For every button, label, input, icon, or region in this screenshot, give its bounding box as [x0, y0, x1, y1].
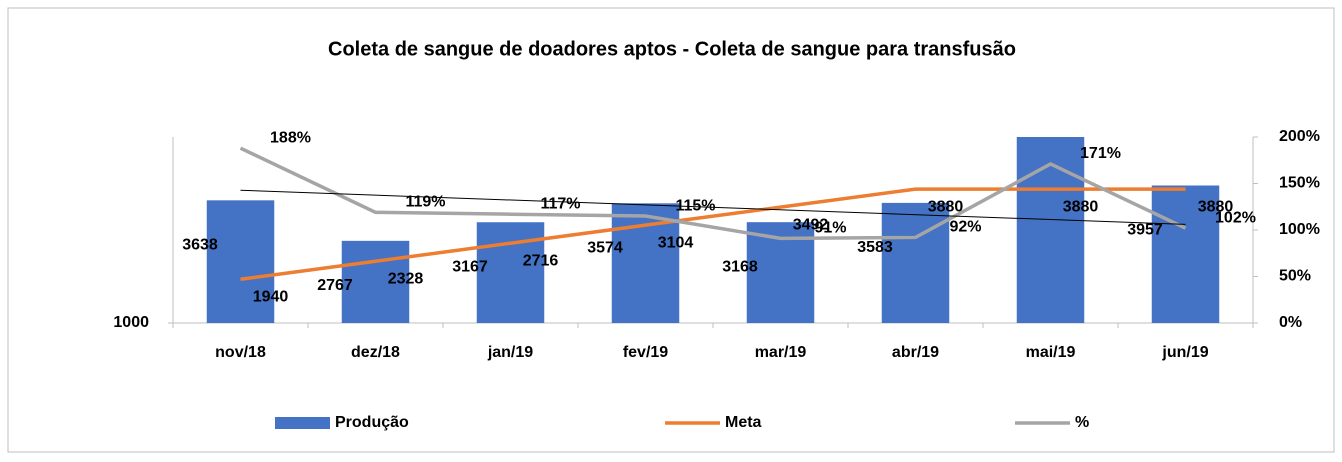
data-label: 3492 [793, 216, 829, 233]
legend-label: Meta [725, 414, 762, 431]
bar [881, 202, 950, 323]
bar-label: 3167 [452, 258, 488, 275]
bar-label: 3168 [722, 258, 758, 275]
line [240, 187, 1186, 282]
x-tick-label: jan/19 [487, 344, 533, 361]
y2-tick-label: 0% [1279, 314, 1302, 331]
line [239, 146, 1187, 241]
data-label: 188% [270, 129, 311, 146]
legend-swatch [275, 417, 330, 429]
bar [206, 200, 275, 323]
x-tick-label: mar/19 [755, 344, 807, 361]
data-label: 3880 [928, 198, 964, 215]
y2-tick-label: 150% [1279, 175, 1320, 192]
data-label: 3880 [1063, 198, 1099, 215]
data-label: 2716 [523, 252, 559, 269]
y-tick-label: 1000 [113, 314, 149, 331]
x-tick-label: mai/19 [1026, 344, 1076, 361]
data-label: 115% [675, 197, 715, 214]
trendline [240, 189, 1186, 225]
y2-tick-label: 200% [1279, 128, 1320, 145]
bar-label: 2767 [317, 277, 353, 294]
y2-tick-label: 50% [1279, 268, 1311, 285]
x-tick-label: fev/19 [623, 344, 668, 361]
legend-label: % [1075, 414, 1089, 431]
x-tick-label: dez/18 [351, 344, 400, 361]
data-label: 171% [1080, 145, 1121, 162]
bar-label: 3583 [857, 239, 893, 256]
data-label: 3880 [1198, 198, 1234, 215]
data-label: 92% [949, 219, 981, 236]
data-label: 2328 [388, 270, 424, 287]
bar [1016, 137, 1085, 323]
data-label: 117% [540, 195, 580, 212]
bar [341, 240, 410, 323]
bar-label: 3638 [182, 237, 218, 254]
chart-title: Coleta de sangue de doadores aptos - Col… [328, 38, 1016, 60]
data-label: 3104 [658, 234, 694, 251]
x-tick-label: nov/18 [215, 344, 266, 361]
bar-label: 3574 [587, 240, 623, 257]
data-label: 1940 [253, 289, 289, 306]
legend-label: Produção [335, 414, 409, 431]
data-label: 91% [814, 220, 846, 237]
x-tick-label: jun/19 [1161, 344, 1208, 361]
data-label: 119% [405, 194, 445, 211]
x-tick-label: abr/19 [892, 344, 939, 361]
bar [1151, 185, 1220, 323]
data-label: 102% [1215, 209, 1256, 226]
bar-label: 3957 [1127, 222, 1163, 239]
y2-tick-label: 100% [1279, 221, 1320, 238]
